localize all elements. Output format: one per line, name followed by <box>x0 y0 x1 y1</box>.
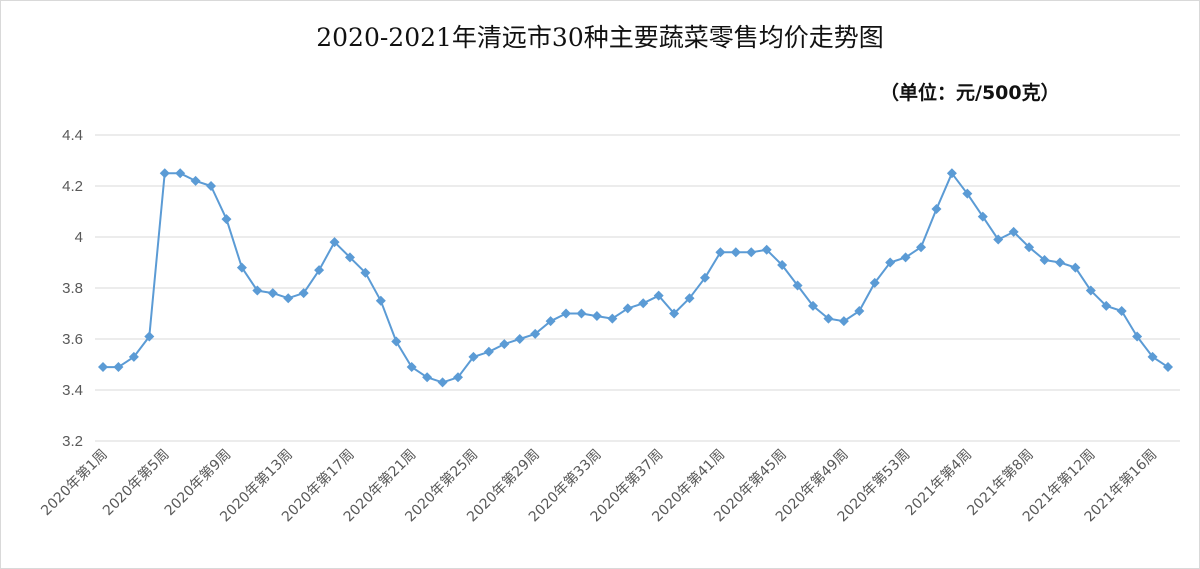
data-point-marker <box>468 351 479 362</box>
data-point-marker <box>808 300 818 311</box>
data-point-marker <box>576 308 587 319</box>
data-point-marker <box>344 252 355 263</box>
data-point-marker <box>746 247 757 258</box>
series-markers <box>98 168 1173 388</box>
data-point-marker <box>1101 300 1112 311</box>
y-tick-label: 4.4 <box>62 127 83 144</box>
series-line-path <box>103 172 1169 384</box>
data-point-marker <box>1085 285 1096 296</box>
data-point-marker <box>499 339 510 350</box>
data-point-marker <box>1132 331 1143 342</box>
data-point-marker <box>1039 254 1050 265</box>
data-point-marker <box>607 313 618 324</box>
data-point-marker <box>283 293 294 304</box>
data-point-marker <box>252 285 263 296</box>
data-point-marker <box>885 257 896 268</box>
chart-title: 2020-2021年清远市30种主要蔬菜零售均价走势图 <box>316 23 884 52</box>
unit-label: （单位：元/500克） <box>880 82 1060 104</box>
data-point-marker <box>916 242 927 253</box>
data-point-marker <box>591 311 602 322</box>
data-point-marker <box>221 214 232 225</box>
data-point-marker <box>1054 257 1065 268</box>
data-point-marker <box>730 247 741 258</box>
data-point-marker <box>437 377 448 388</box>
data-point-marker <box>777 260 788 271</box>
data-point-marker <box>406 362 417 373</box>
data-point-marker <box>653 290 664 301</box>
data-point-marker <box>375 295 386 306</box>
y-tick-label: 4 <box>75 229 83 246</box>
data-point-marker <box>175 168 186 179</box>
data-point-marker <box>931 203 942 214</box>
data-point-marker <box>869 277 880 288</box>
data-point-marker <box>298 288 309 299</box>
data-point-marker <box>1024 242 1035 253</box>
data-point-marker <box>838 316 849 327</box>
data-point-marker <box>514 334 525 344</box>
y-tick-label: 3.4 <box>62 382 83 399</box>
data-point-marker <box>236 262 247 273</box>
y-tick-label: 3.6 <box>62 331 83 348</box>
data-point-marker <box>761 244 772 255</box>
data-point-marker <box>1008 226 1019 237</box>
y-tick-label: 4.2 <box>62 178 83 195</box>
y-tick-label: 3.8 <box>62 280 83 297</box>
data-point-marker <box>792 280 803 291</box>
data-point-marker <box>128 351 139 362</box>
data-point-marker <box>422 372 433 383</box>
data-point-marker <box>391 336 402 347</box>
data-point-marker <box>206 181 217 191</box>
data-point-marker <box>453 372 463 383</box>
data-point-marker <box>314 265 325 276</box>
data-point-marker <box>483 346 494 357</box>
data-point-marker <box>113 362 124 373</box>
data-point-marker <box>622 303 633 314</box>
data-point-marker <box>1070 262 1081 273</box>
y-tick-label: 3.2 <box>62 433 83 450</box>
data-point-marker <box>1116 305 1127 316</box>
data-point-marker <box>699 272 710 283</box>
data-point-marker <box>946 168 957 179</box>
data-point-marker <box>900 252 911 263</box>
data-point-marker <box>977 211 988 222</box>
series-line <box>103 172 1169 384</box>
data-point-marker <box>993 234 1004 245</box>
data-point-marker <box>545 316 556 327</box>
data-point-marker <box>329 237 340 248</box>
data-point-marker <box>638 298 649 309</box>
data-point-marker <box>715 247 726 258</box>
data-point-marker <box>144 331 155 342</box>
data-point-marker <box>823 313 834 324</box>
data-point-marker <box>1163 362 1173 373</box>
data-point-marker <box>669 308 680 319</box>
data-point-marker <box>360 267 371 278</box>
data-point-marker <box>98 362 108 373</box>
data-point-marker <box>854 305 865 316</box>
data-point-marker <box>190 175 201 186</box>
x-axis-ticks: 2020年第1周2020年第5周2020年第9周2020年第13周2020年第1… <box>38 446 1161 526</box>
y-axis-ticks: 3.2 3.4 3.6 3.8 4 4.2 4.4 <box>62 127 83 450</box>
data-point-marker <box>684 293 695 304</box>
data-point-marker <box>267 288 278 299</box>
data-point-marker <box>530 328 541 339</box>
data-point-marker <box>962 188 973 199</box>
data-point-marker <box>1147 351 1158 362</box>
data-point-marker <box>159 168 170 179</box>
data-point-marker <box>561 308 572 319</box>
